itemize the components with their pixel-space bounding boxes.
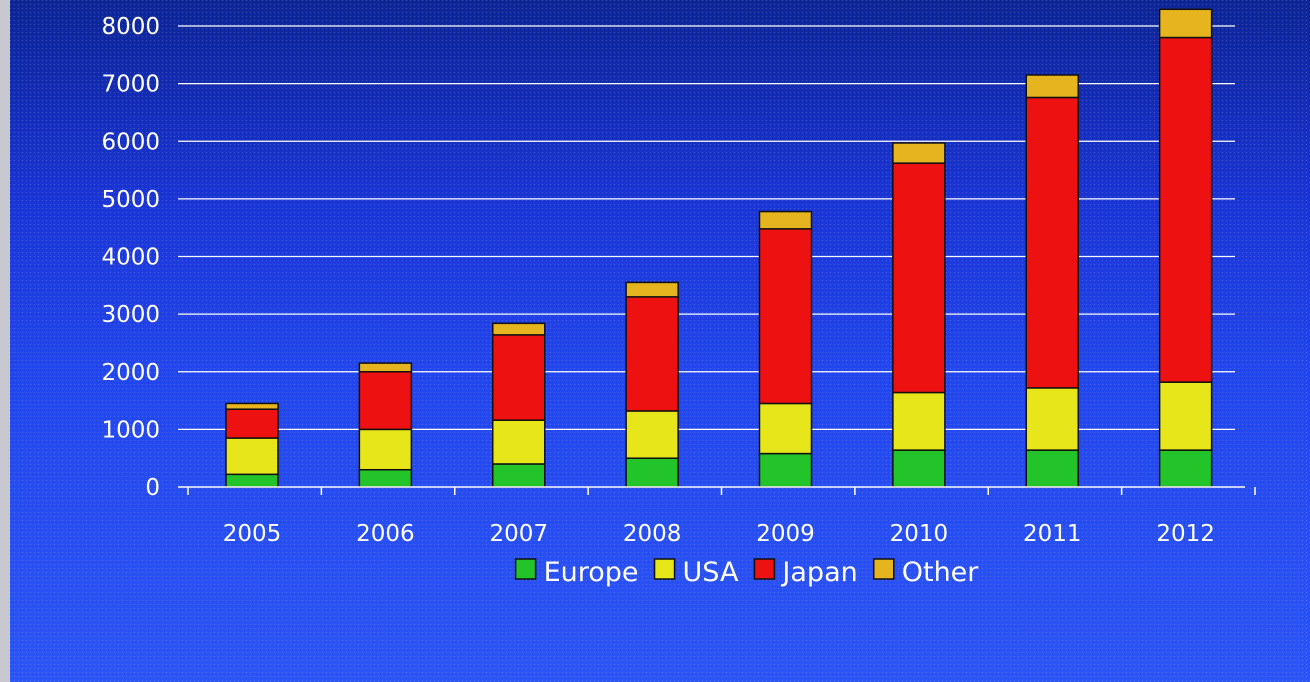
bar-segment-europe	[225, 473, 279, 488]
bar-segment-usa	[1158, 381, 1213, 451]
bar-segment-japan	[758, 228, 813, 405]
bar-segment-japan	[225, 408, 279, 439]
y-tick-label: 2000	[101, 360, 160, 386]
y-tick-label: 1000	[101, 417, 160, 443]
legend-swatch-usa	[653, 558, 676, 580]
legend-swatch-other	[872, 558, 895, 580]
x-tick-label: 2011	[1023, 521, 1082, 547]
bar-segment-japan	[1158, 36, 1213, 383]
bar-segment-other	[358, 362, 413, 373]
x-tick-label: 2005	[223, 521, 282, 547]
bar-segment-other	[892, 142, 946, 164]
bar-segment-europe	[625, 457, 679, 488]
bar-segment-usa	[758, 402, 813, 455]
bars	[225, 8, 1213, 488]
bar-segment-europe	[1158, 449, 1213, 488]
bar-segment-usa	[892, 391, 946, 451]
x-tick-label: 2007	[489, 521, 548, 547]
x-axis: 2005 2006 2007 2008 2009 2010 2011 2012	[178, 486, 1256, 547]
y-tick-label: 3000	[101, 302, 160, 328]
legend-swatch-japan	[753, 558, 776, 580]
bar-segment-europe	[892, 449, 946, 488]
legend-label-usa: USA	[683, 557, 739, 588]
bar-segment-europe	[492, 463, 546, 488]
bar-segment-usa	[358, 428, 413, 471]
bar-segment-other	[225, 402, 279, 410]
y-axis: 0 1000 2000 3000 4000 5000 6000 7000 8000	[101, 14, 160, 501]
legend-label-japan: Japan	[780, 557, 857, 588]
x-tick-label: 2009	[756, 521, 815, 547]
legend: Europe USA Japan Other	[514, 557, 980, 588]
bar-segment-europe	[358, 468, 413, 488]
bar-segment-japan	[892, 162, 946, 394]
bar-segment-other	[1158, 8, 1213, 39]
bar-segment-usa	[492, 419, 546, 465]
bar-segment-other	[625, 281, 679, 298]
y-tick-label: 8000	[101, 14, 160, 40]
bar-segment-europe	[1025, 449, 1079, 488]
y-tick-label: 5000	[101, 187, 160, 213]
bar-segment-other	[1025, 74, 1079, 99]
legend-label-europe: Europe	[544, 557, 639, 588]
bar-segment-japan	[358, 371, 413, 431]
x-tick-label: 2010	[890, 521, 949, 547]
bar-segment-other	[758, 210, 813, 230]
chart-panel: 0 1000 2000 3000 4000 5000 6000 7000 8000 2005 20…	[10, 0, 1310, 682]
bar-segment-japan	[1025, 96, 1079, 389]
bar-segment-japan	[492, 334, 546, 421]
x-tick-label: 2006	[356, 521, 415, 547]
bar-segment-japan	[625, 296, 679, 412]
y-tick-label: 0	[145, 475, 160, 501]
bar-segment-europe	[758, 452, 813, 488]
legend-label-other: Other	[902, 557, 980, 588]
y-tick-label: 6000	[101, 129, 160, 155]
bar-segment-other	[492, 322, 546, 336]
legend-swatch-europe	[514, 558, 537, 580]
bar-segment-usa	[225, 437, 279, 476]
bar-segment-usa	[625, 410, 679, 459]
y-tick-label: 4000	[101, 245, 160, 271]
x-tick-label: 2012	[1156, 521, 1215, 547]
y-tick-label: 7000	[101, 72, 160, 98]
bar-segment-usa	[1025, 387, 1079, 451]
x-tick-label: 2008	[623, 521, 682, 547]
